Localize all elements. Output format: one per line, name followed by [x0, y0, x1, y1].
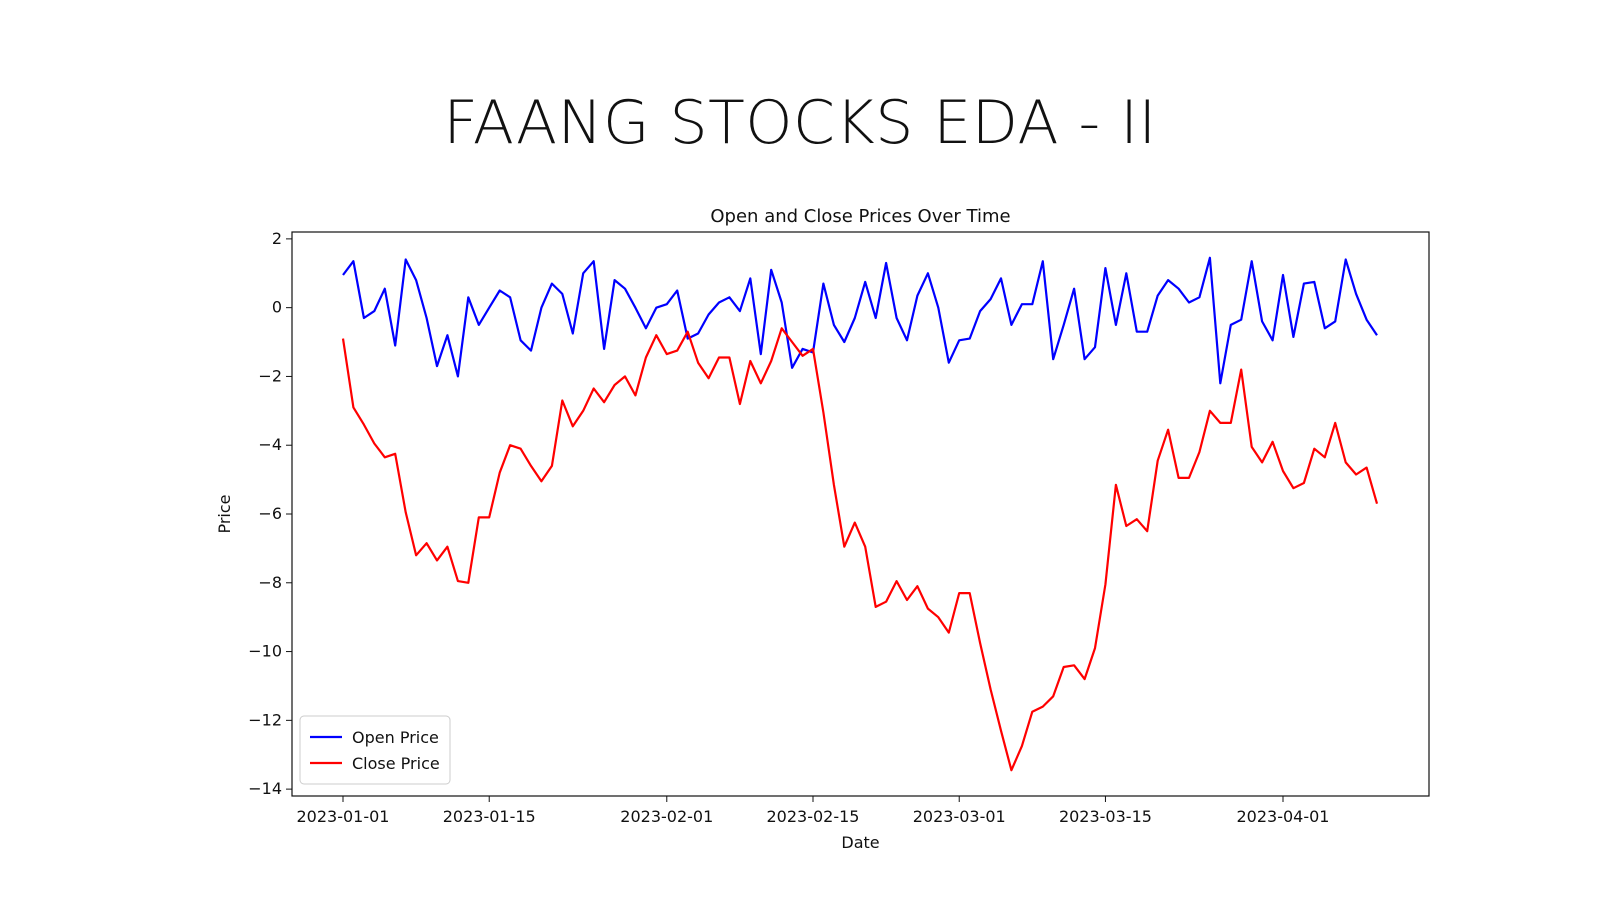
y-tick-label: −4 — [258, 435, 282, 454]
plot-frame — [291, 231, 1430, 797]
x-axis-label: Date — [841, 833, 879, 852]
series-line-close-price — [341, 327, 1379, 772]
x-tick-label: 2023-01-01 — [297, 807, 390, 826]
legend-label: Open Price — [352, 728, 439, 747]
y-tick-label: −2 — [258, 366, 282, 385]
y-tick-label: 0 — [272, 298, 282, 317]
slide-title: FAANG STOCKS EDA - II — [443, 88, 1157, 158]
series-line-open-price — [342, 256, 1378, 385]
x-tick-label: 2023-02-15 — [767, 807, 860, 826]
x-tick-label: 2023-03-15 — [1059, 807, 1152, 826]
chart-title: Open and Close Prices Over Time — [710, 206, 1010, 227]
plot-area — [341, 256, 1379, 772]
x-tick-label: 2023-04-01 — [1237, 807, 1330, 826]
axes: 2 0 −2 −4 −6 −8 −10 −12 −14 2023-01-01 2023-01-15 2… — [248, 229, 1430, 826]
y-tick-label: −6 — [258, 504, 282, 523]
y-tick-label: −12 — [248, 710, 282, 729]
y-tick-label: 2 — [272, 229, 282, 248]
y-tick-label: −10 — [248, 642, 282, 661]
legend-box — [299, 715, 451, 785]
legend-label: Close Price — [352, 754, 440, 773]
x-tick-label: 2023-03-01 — [913, 807, 1006, 826]
y-tick-label: −8 — [258, 573, 282, 592]
legend: Open Price Close Price — [299, 715, 451, 785]
x-tick-label: 2023-01-15 — [443, 807, 536, 826]
y-tick-label: −14 — [248, 779, 282, 798]
x-tick-label: 2023-02-01 — [620, 807, 713, 826]
y-axis-label: Price — [215, 494, 234, 533]
